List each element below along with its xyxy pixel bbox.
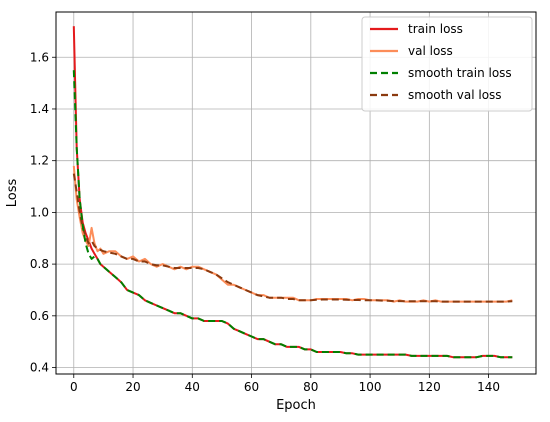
y-tick-label: 1.4 — [30, 102, 49, 116]
x-tick-label: 60 — [244, 380, 259, 394]
smooth-val-loss-line — [72, 173, 513, 303]
y-tick-label: 0.6 — [30, 309, 49, 323]
y-tick-label: 1.0 — [30, 205, 49, 219]
x-tick-label: 140 — [477, 380, 500, 394]
y-tick-label: 0.8 — [30, 257, 49, 271]
y-tick-label: 1.6 — [30, 50, 49, 64]
legend: train loss val loss smooth train loss smoot… — [361, 16, 533, 112]
x-tick-label: 80 — [303, 380, 318, 394]
y-axis-label: Loss — [5, 179, 20, 208]
x-tick-label: 100 — [359, 380, 382, 394]
x-tick-label: 40 — [185, 380, 200, 394]
plot-lines — [72, 26, 513, 359]
x-tick-label: 20 — [125, 380, 140, 394]
legend-label-val-loss: val loss — [408, 44, 453, 58]
legend-box — [361, 16, 533, 112]
legend-label-smooth-train-loss: smooth train loss — [408, 66, 512, 80]
y-tick-label: 1.2 — [30, 154, 49, 168]
x-tick-label: 120 — [418, 380, 441, 394]
y-axis-ticks: 0.4 0.6 0.8 1.0 1.2 1.4 1.6 — [30, 50, 56, 375]
x-tick-label: 0 — [70, 380, 78, 394]
smooth-train-loss-line — [72, 70, 513, 359]
y-tick-label: 0.4 — [30, 361, 49, 375]
x-axis-ticks: 0 20 40 60 80 100 120 140 — [70, 374, 500, 394]
legend-label-smooth-val-loss: smooth val loss — [408, 88, 502, 102]
legend-label-train-loss: train loss — [408, 22, 463, 36]
plot-frame — [55, 11, 537, 375]
val-loss-line — [72, 165, 513, 303]
x-axis-label: Epoch — [276, 398, 316, 413]
